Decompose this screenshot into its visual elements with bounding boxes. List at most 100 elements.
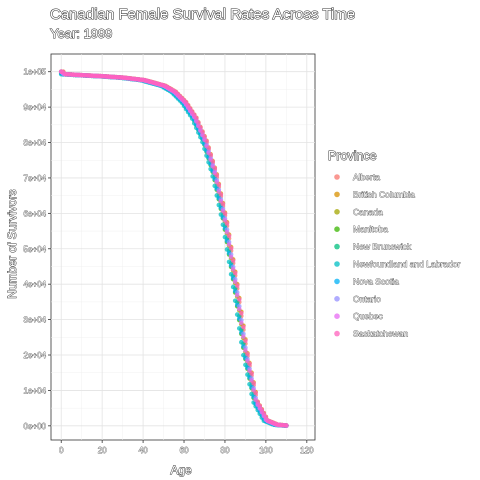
y-tick-label: 7e+04 — [24, 174, 47, 183]
data-point — [210, 159, 215, 164]
y-tick-label: 4e+04 — [24, 280, 47, 289]
legend-label: Alberta — [353, 172, 380, 182]
legend-key — [334, 191, 340, 198]
data-point — [220, 201, 226, 207]
legend: Province Alberta British Columbia Canada Ma… — [328, 149, 461, 339]
legend-key — [334, 278, 340, 285]
data-point — [212, 166, 218, 171]
y-tick-label: 3e+04 — [24, 316, 47, 325]
data-point — [239, 339, 244, 345]
x-axis-title: Age — [170, 463, 192, 477]
data-point — [194, 115, 199, 121]
plot-panel — [50, 53, 316, 441]
data-point — [284, 423, 289, 428]
data-point — [228, 254, 234, 260]
legend-key — [334, 261, 340, 267]
chart-title: Canadian Female Survival Rates Across Ti… — [50, 6, 355, 23]
data-point — [239, 320, 244, 326]
data-point — [259, 407, 265, 412]
y-tick-label: 5e+04 — [24, 245, 47, 254]
data-point — [224, 229, 230, 235]
series-saskatchewan — [58, 69, 289, 428]
legend-key — [334, 313, 340, 320]
x-tick-label: 120 — [300, 446, 314, 455]
x-tick-label: 60 — [180, 446, 189, 455]
data-point — [232, 298, 238, 304]
legend-label: British Columbia — [353, 189, 415, 199]
data-point — [226, 233, 232, 239]
y-tick-label: 1e+05 — [24, 68, 47, 77]
data-point — [216, 182, 222, 188]
data-point — [224, 247, 230, 252]
data-point — [196, 120, 201, 126]
data-point — [234, 292, 240, 298]
data-point — [208, 152, 213, 158]
legend-key — [334, 330, 340, 337]
gridlines — [51, 54, 315, 440]
x-axis: 0 20 40 60 80 100 120 — [59, 440, 314, 455]
legend-key — [334, 174, 340, 180]
y-tick-label: 9e+04 — [24, 103, 47, 112]
data-point — [220, 222, 226, 227]
legend-label: Newfoundland and Labrador — [353, 259, 460, 269]
data-point — [239, 310, 244, 316]
data-point — [228, 245, 234, 251]
data-point — [245, 351, 250, 357]
y-tick-label: 0e+00 — [24, 422, 47, 431]
legend-title: Province — [328, 149, 377, 163]
data-point — [214, 173, 220, 178]
data-point — [261, 411, 267, 416]
data-point — [202, 134, 207, 139]
data-point — [226, 242, 232, 247]
chart-subtitle: Year: 1999 — [50, 26, 112, 41]
data-point — [234, 312, 240, 317]
data-point — [234, 283, 240, 288]
legend-label: Manitoba — [353, 224, 388, 234]
y-tick-label: 2e+04 — [24, 351, 47, 360]
legend-label: Ontario — [353, 294, 381, 304]
legend-label: Nova Scotia — [353, 276, 399, 286]
y-axis: 0e+00 1e+04 2e+04 3e+04 4e+04 5e+04 6e+04 7e+04… — [23, 67, 51, 431]
x-tick-label: 0 — [59, 446, 64, 455]
data-point — [226, 259, 232, 265]
legend-key — [334, 226, 340, 232]
data-point — [257, 403, 263, 409]
data-point — [253, 390, 258, 396]
data-point — [228, 271, 234, 277]
data-point — [232, 279, 238, 285]
data-point — [230, 258, 236, 263]
data-point — [263, 414, 269, 420]
data-point — [222, 211, 228, 216]
legend-label: Saskatchewan — [353, 329, 409, 339]
legend-label: New Brunswick — [353, 242, 412, 252]
legend-key — [334, 296, 340, 302]
legend-key — [334, 209, 340, 215]
data-point — [249, 371, 254, 376]
data-point — [198, 125, 203, 130]
y-tick-label: 6e+04 — [24, 209, 47, 218]
data-point — [243, 338, 248, 344]
data-point — [222, 234, 228, 240]
legend-label: Quebec — [353, 311, 384, 321]
y-axis-title: Number of Survivors — [5, 189, 19, 298]
data-point — [200, 129, 205, 135]
data-point — [232, 270, 238, 276]
legend-label: Canada — [353, 207, 383, 217]
data-point — [241, 324, 246, 330]
data-point — [247, 361, 252, 367]
data-point — [236, 306, 242, 312]
data-point — [236, 326, 242, 331]
data-point — [218, 192, 224, 197]
data-point — [230, 267, 236, 272]
data-points — [58, 69, 289, 428]
data-point — [224, 221, 230, 226]
y-tick-label: 1e+04 — [24, 386, 47, 395]
x-tick-label: 40 — [139, 446, 148, 455]
data-point — [255, 399, 260, 405]
x-tick-label: 80 — [221, 446, 230, 455]
legend-key — [334, 243, 340, 250]
data-point — [241, 334, 246, 339]
y-tick-label: 8e+04 — [24, 139, 47, 148]
x-tick-label: 20 — [98, 446, 107, 455]
